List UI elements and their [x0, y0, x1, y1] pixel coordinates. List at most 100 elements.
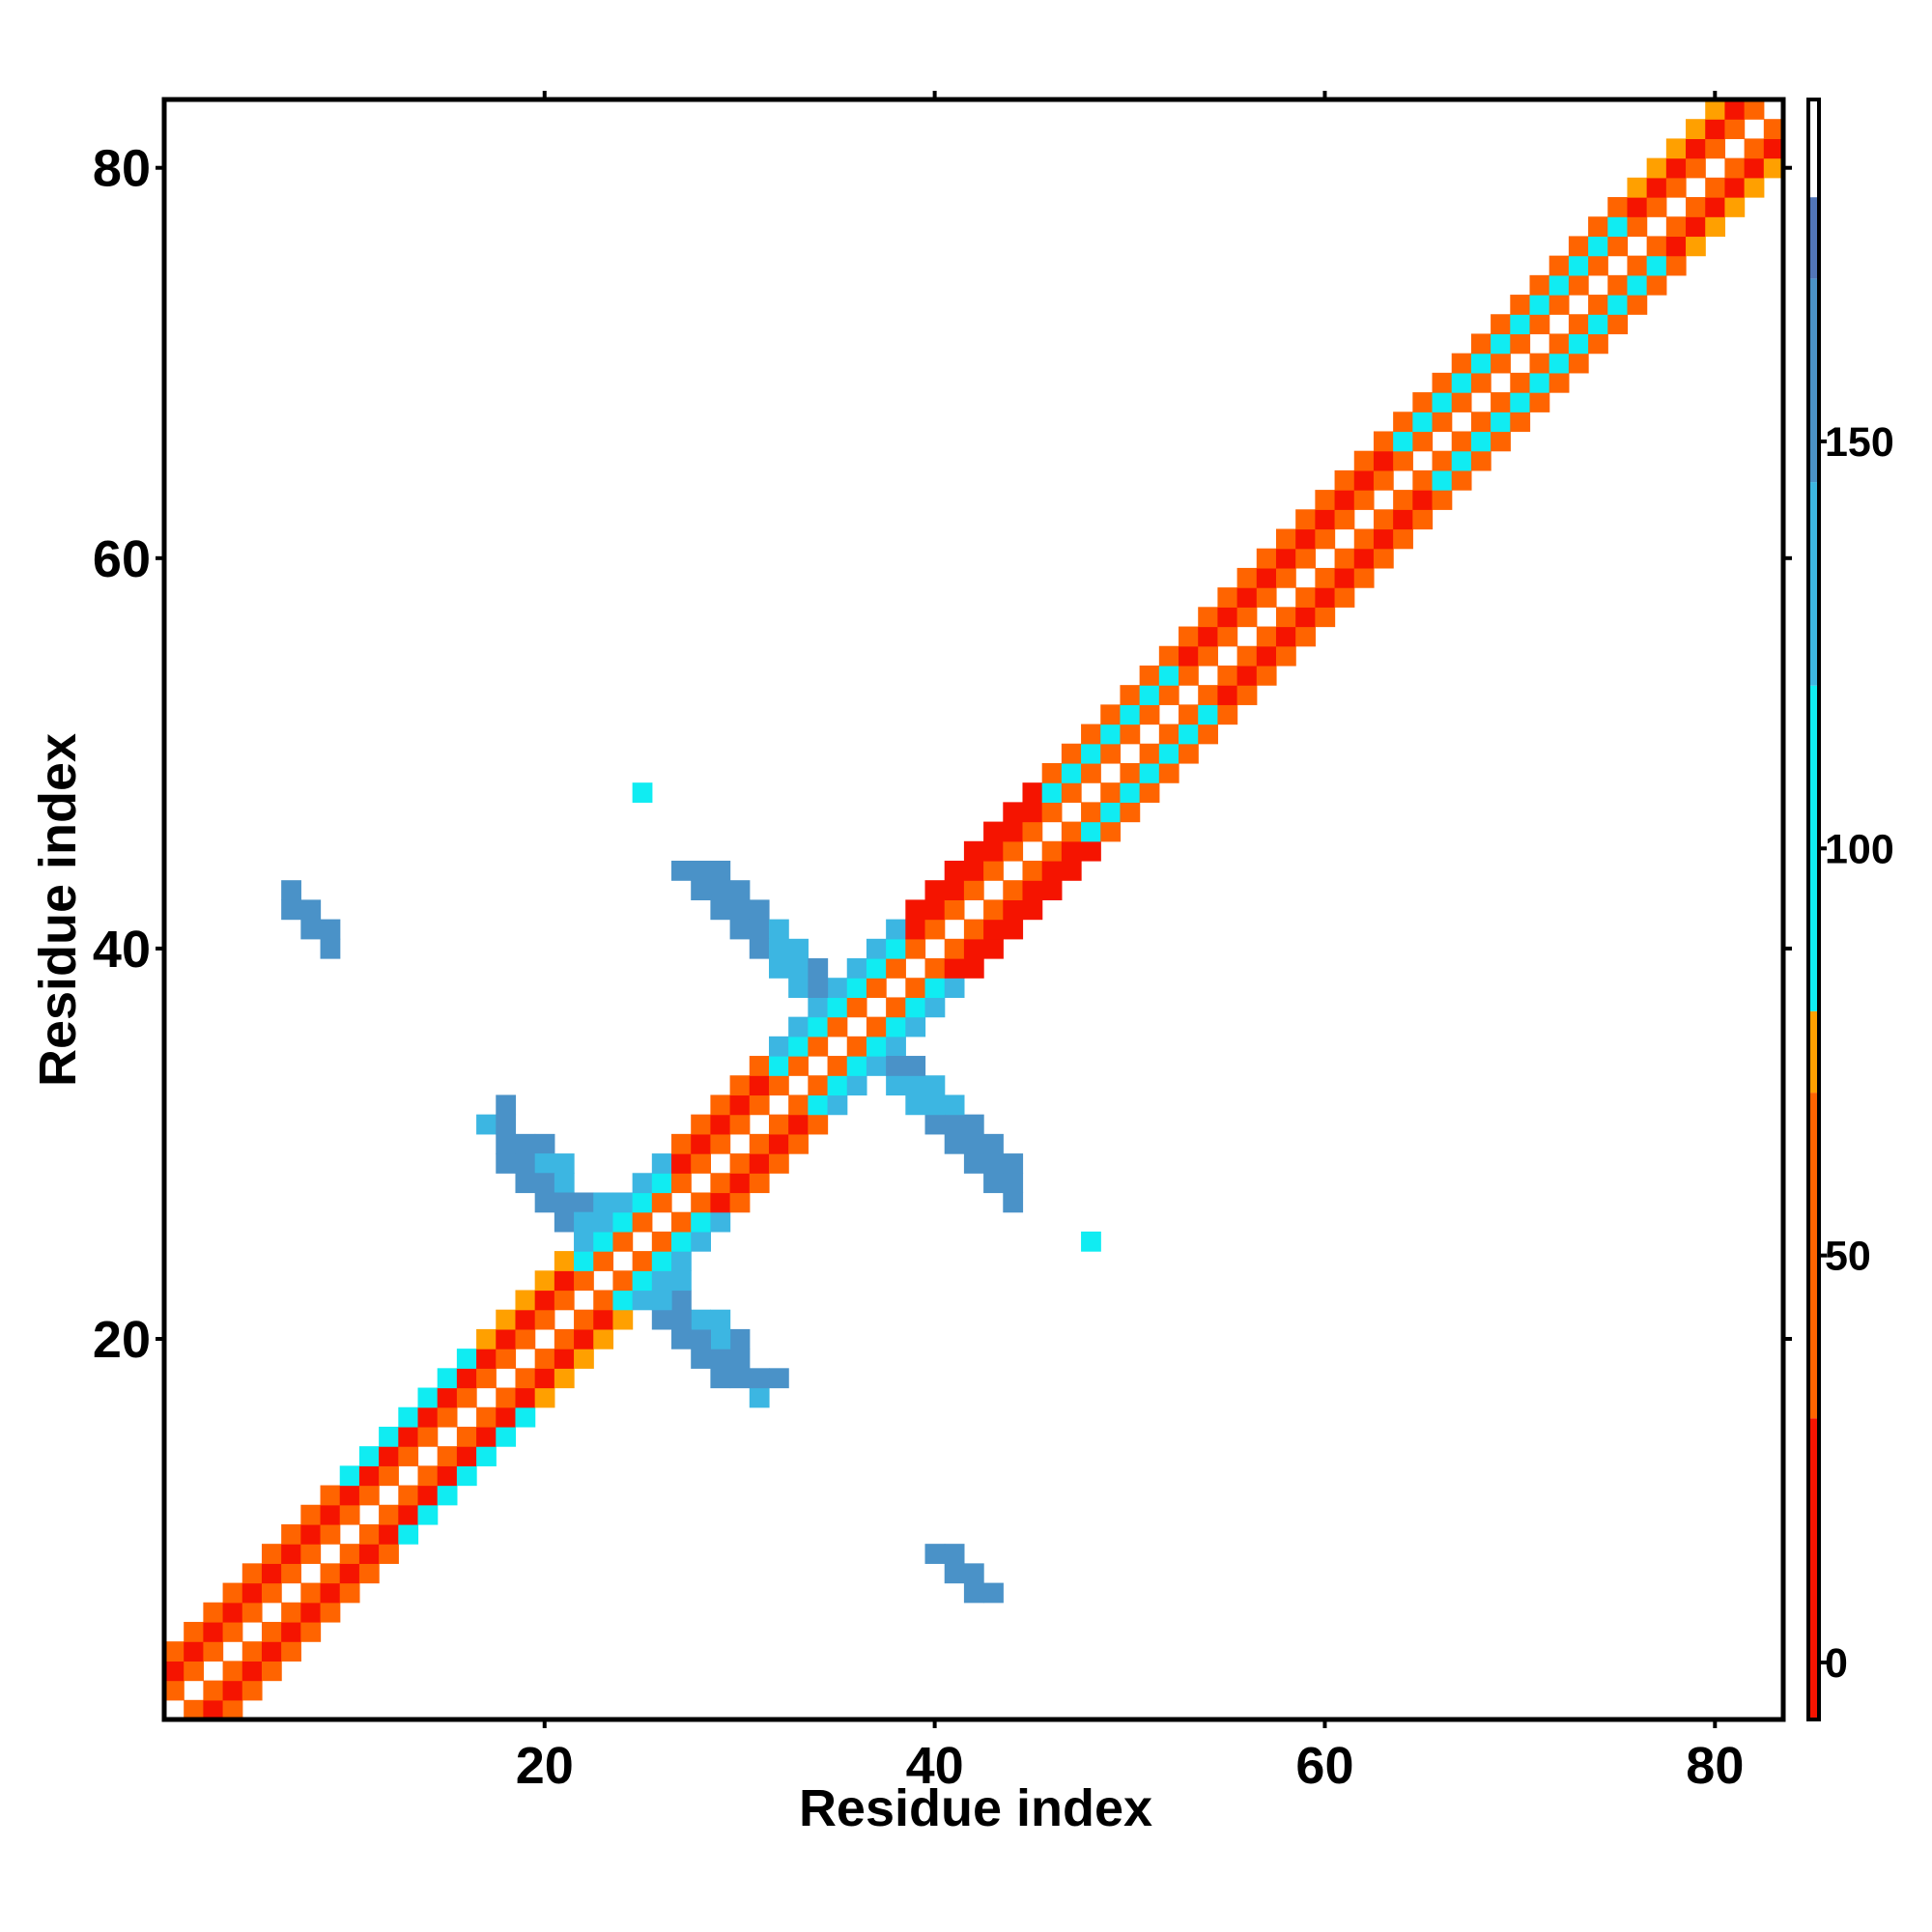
heatmap-cell — [963, 1563, 984, 1584]
heatmap-cell — [1529, 295, 1550, 315]
heatmap-cell — [476, 1446, 497, 1466]
heatmap-cell — [456, 1368, 477, 1389]
heatmap-cell — [339, 1544, 360, 1564]
heatmap-cell — [574, 1270, 594, 1292]
heatmap-cell — [612, 1211, 634, 1233]
heatmap-cell — [437, 1485, 458, 1506]
heatmap-cell — [846, 958, 867, 979]
colorbar-segment — [1808, 1093, 1819, 1419]
heatmap-cell — [1373, 469, 1394, 491]
heatmap-cell — [1275, 607, 1296, 628]
heatmap-cell — [1686, 157, 1706, 179]
heatmap-cell — [691, 1211, 711, 1233]
heatmap-cell — [691, 860, 711, 881]
heatmap-cell — [1003, 1173, 1024, 1194]
heatmap-cell — [729, 1349, 751, 1369]
heatmap-cell — [671, 1290, 692, 1311]
heatmap-cell — [242, 1563, 263, 1584]
heatmap-cell — [983, 938, 1004, 959]
heatmap-cell — [281, 1602, 301, 1623]
heatmap-cell — [1061, 821, 1082, 842]
heatmap-cell — [1236, 685, 1258, 705]
y-tick-label: 40 — [93, 921, 151, 979]
heatmap-cell — [1256, 567, 1277, 588]
heatmap-cell — [788, 1056, 809, 1076]
heatmap-cell — [1568, 274, 1589, 296]
heatmap-cell — [944, 1563, 965, 1584]
heatmap-cell — [261, 1621, 282, 1642]
heatmap-cell — [905, 899, 926, 921]
heatmap-cell — [1744, 99, 1765, 120]
heatmap-cell — [1003, 802, 1024, 823]
heatmap-cell — [1412, 469, 1434, 491]
heatmap-cell — [339, 1504, 360, 1525]
heatmap-cell — [203, 1699, 224, 1720]
heatmap-cell — [983, 899, 1004, 921]
heatmap-cell — [1022, 880, 1043, 900]
heatmap-cell — [691, 1328, 711, 1350]
heatmap-cell — [554, 1173, 575, 1194]
heatmap-cell — [886, 1075, 906, 1096]
heatmap-cell — [651, 1270, 672, 1292]
heatmap-cell — [710, 1094, 731, 1116]
heatmap-cell — [554, 1251, 575, 1271]
heatmap-cell — [437, 1387, 458, 1408]
heatmap-cell — [379, 1523, 399, 1545]
heatmap-cell — [1627, 177, 1648, 198]
heatmap-cell — [1607, 314, 1629, 335]
heatmap-cell — [749, 1173, 770, 1194]
heatmap-cell — [1198, 626, 1219, 647]
heatmap-cell — [1470, 333, 1492, 355]
heatmap-cell — [710, 1114, 731, 1135]
y-axis-label: Residue index — [29, 733, 87, 1087]
heatmap-cell — [788, 958, 809, 979]
heatmap-cell — [534, 1349, 555, 1369]
heatmap-cell — [554, 1349, 575, 1369]
heatmap-cell — [1470, 431, 1492, 452]
heatmap-cell — [749, 919, 770, 940]
heatmap-cell — [515, 1387, 536, 1408]
heatmap-cell — [1353, 450, 1375, 471]
heatmap-cell — [515, 1173, 536, 1194]
heatmap-cell — [203, 1621, 224, 1642]
heatmap-cell — [1607, 274, 1629, 296]
heatmap-cell — [1432, 450, 1453, 471]
heatmap-cell — [1256, 587, 1277, 608]
colorbar-tick-label: 50 — [1825, 1234, 1871, 1280]
heatmap-cell — [1100, 821, 1122, 842]
heatmap-cell — [1295, 607, 1316, 628]
heatmap-cell — [1120, 685, 1141, 705]
heatmap-cell — [1353, 567, 1375, 588]
heatmap-cell — [1256, 626, 1277, 647]
heatmap-cell — [1665, 138, 1687, 159]
heatmap-cell — [944, 978, 965, 999]
heatmap-cell — [1041, 762, 1063, 783]
heatmap-cell — [632, 1270, 653, 1292]
heatmap-cell — [1236, 665, 1258, 686]
x-tick-label: 80 — [1686, 1737, 1744, 1795]
heatmap-cell — [1353, 528, 1375, 550]
heatmap-cell — [1120, 782, 1141, 803]
heatmap-cell — [1353, 469, 1375, 491]
heatmap-cell — [574, 1192, 594, 1213]
heatmap-cell — [1627, 274, 1648, 296]
heatmap-cell — [1432, 412, 1453, 433]
heatmap-cell — [554, 1328, 575, 1350]
heatmap-cell — [184, 1621, 204, 1642]
heatmap-cell — [1041, 782, 1063, 803]
heatmap-cell — [358, 1544, 380, 1564]
heatmap-cell — [710, 1309, 731, 1330]
heatmap-cell — [1588, 333, 1608, 355]
heatmap-cell — [281, 880, 301, 900]
heatmap-cell — [1705, 138, 1726, 159]
heatmap-cell — [1627, 295, 1648, 315]
heatmap-cell — [924, 958, 946, 979]
heatmap-cell — [1373, 431, 1394, 452]
heatmap-cell — [1120, 704, 1141, 725]
heatmap-cell — [768, 1056, 789, 1076]
heatmap-cell — [651, 1290, 672, 1311]
heatmap-cell — [1451, 469, 1472, 491]
heatmap-cell — [554, 1192, 575, 1213]
heatmap-cell — [671, 1231, 692, 1252]
